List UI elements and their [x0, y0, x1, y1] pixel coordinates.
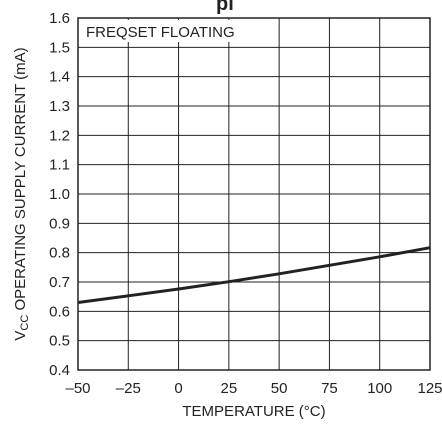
chart-title-fragment: pl [216, 0, 234, 15]
y-tick-label: 0.5 [49, 333, 70, 350]
x-tick-label: 50 [271, 380, 288, 397]
y-tick-label: 0.9 [49, 215, 70, 232]
y-tick-label: 1.3 [49, 98, 70, 115]
x-tick-label: –50 [65, 380, 90, 397]
y-tick-label: 1.6 [49, 10, 70, 27]
x-tick-labels: –50 –25 0 25 50 75 100 125 [65, 380, 442, 397]
x-tick-label: 0 [174, 380, 182, 397]
y-axis-title-rest: OPERATING SUPPLY CURRENT (mA) [12, 47, 29, 314]
series-group [77, 246, 431, 304]
plot-frame [77, 17, 431, 371]
y-tick-label: 0.8 [49, 245, 70, 262]
y-tick-label: 1.2 [49, 127, 70, 144]
y-tick-labels: 0.4 0.5 0.6 0.7 0.8 0.9 1.0 1.1 1.2 1.3 1.4 1.5 1.6 [49, 10, 70, 379]
x-tick-label: –25 [116, 380, 141, 397]
x-tick-label: 25 [221, 380, 238, 397]
annotation-label: FREQSET FLOATING [86, 24, 235, 41]
y-tick-label: 1.4 [49, 69, 70, 86]
annotation-background [80, 20, 240, 42]
y-tick-label: 1.0 [49, 186, 70, 203]
y-axis-title-subscript: CC [19, 315, 31, 331]
y-tick-label: 1.5 [49, 39, 70, 56]
x-tick-label: 100 [367, 380, 392, 397]
y-tick-label: 1.1 [49, 157, 70, 174]
x-tick-label: 75 [321, 380, 338, 397]
grid [77, 17, 431, 371]
y-axis-title: VCC OPERATING SUPPLY CURRENT (mA) [12, 47, 31, 340]
series-line-0 [77, 246, 431, 304]
x-axis-title: TEMPERATURE (°C) [182, 403, 325, 420]
y-tick-label: 0.7 [49, 274, 70, 291]
y-tick-label: 0.6 [49, 303, 70, 320]
x-tick-label: 125 [417, 380, 442, 397]
y-tick-label: 0.4 [49, 362, 70, 379]
y-axis-title-prefix: V [12, 331, 29, 341]
